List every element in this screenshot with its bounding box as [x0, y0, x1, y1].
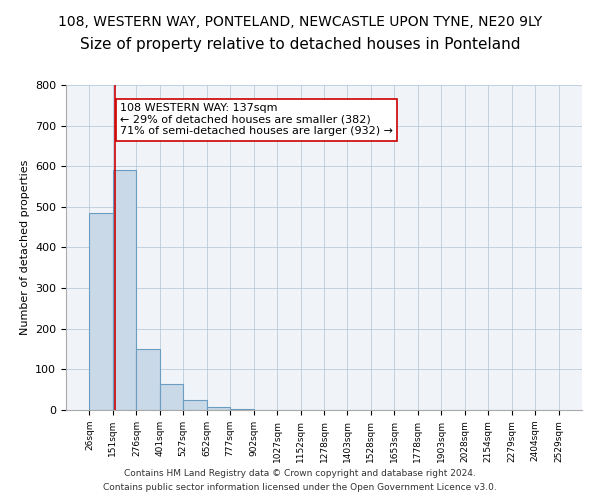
Text: Size of property relative to detached houses in Ponteland: Size of property relative to detached ho… — [80, 38, 520, 52]
Bar — [183, 400, 207, 410]
Bar — [113, 170, 136, 410]
Bar — [136, 349, 160, 410]
Bar — [89, 213, 113, 410]
Text: Contains public sector information licensed under the Open Government Licence v3: Contains public sector information licen… — [103, 484, 497, 492]
Y-axis label: Number of detached properties: Number of detached properties — [20, 160, 29, 335]
Text: 108 WESTERN WAY: 137sqm
← 29% of detached houses are smaller (382)
71% of semi-d: 108 WESTERN WAY: 137sqm ← 29% of detache… — [120, 104, 393, 136]
Text: 108, WESTERN WAY, PONTELAND, NEWCASTLE UPON TYNE, NE20 9LY: 108, WESTERN WAY, PONTELAND, NEWCASTLE U… — [58, 15, 542, 29]
Bar — [160, 384, 183, 410]
Bar — [230, 409, 254, 410]
Bar — [207, 407, 230, 410]
Text: Contains HM Land Registry data © Crown copyright and database right 2024.: Contains HM Land Registry data © Crown c… — [124, 468, 476, 477]
